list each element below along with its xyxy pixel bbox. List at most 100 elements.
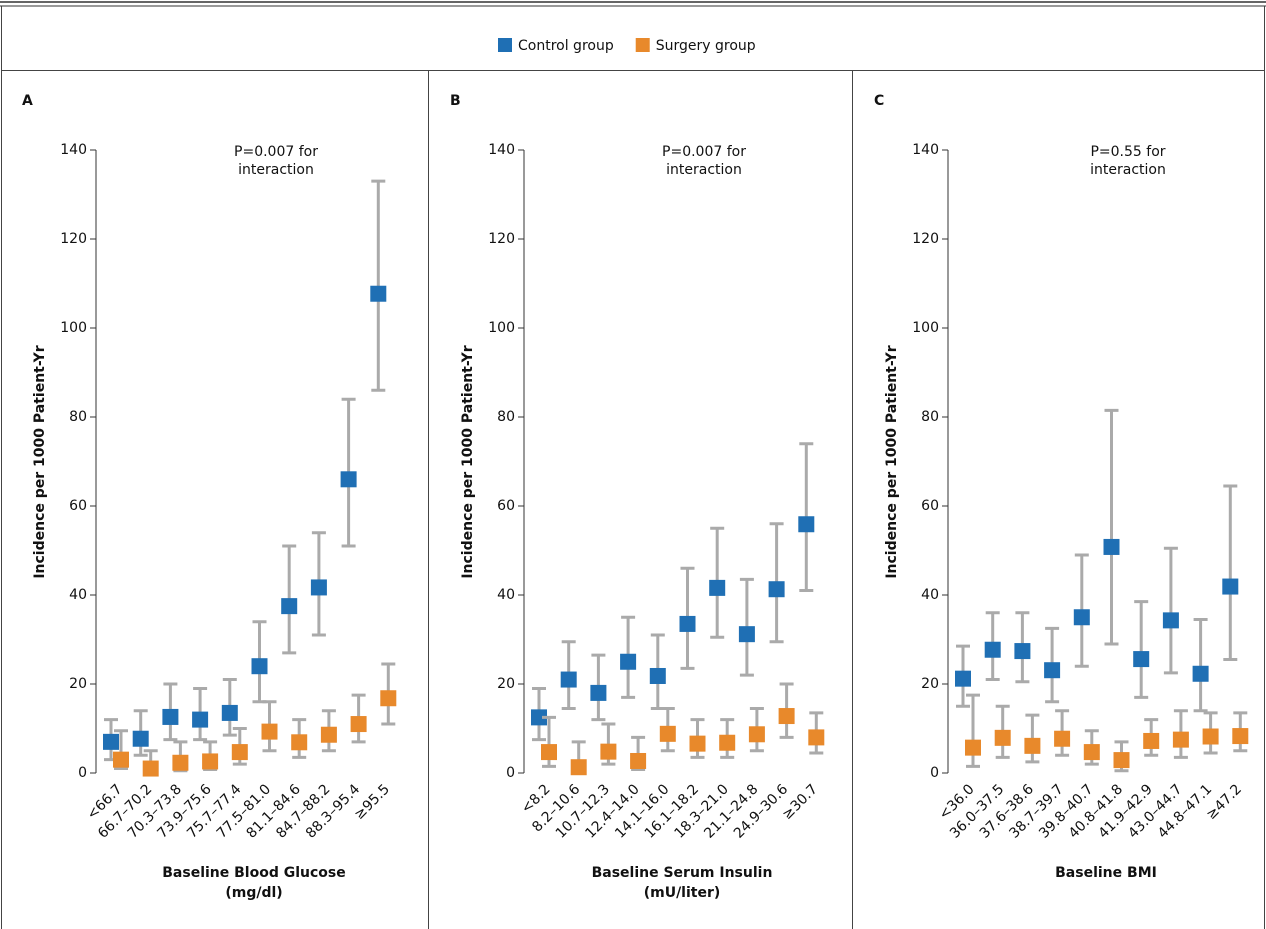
marker [142, 760, 159, 777]
annotation: P=0.55 for [1090, 144, 1165, 160]
marker [340, 471, 357, 488]
y-tick-label: 40 [497, 587, 515, 603]
error-bar [1223, 484, 1238, 662]
marker [380, 690, 397, 707]
legend-swatch [635, 38, 650, 52]
y-tick-label: 0 [78, 765, 87, 781]
marker [719, 734, 736, 751]
marker [320, 726, 337, 743]
legend-swatch [498, 38, 512, 52]
y-tick-label: 20 [921, 676, 939, 692]
marker [531, 709, 547, 726]
marker [955, 670, 971, 687]
marker [1054, 730, 1071, 747]
marker [1113, 752, 1130, 769]
legend-label: Control group [518, 38, 614, 54]
marker [1073, 609, 1090, 626]
y-tick-label: 0 [506, 765, 515, 781]
y-tick-label: 140 [488, 142, 515, 158]
marker [132, 730, 149, 747]
marker [590, 684, 607, 701]
marker [261, 723, 278, 740]
marker [1103, 538, 1120, 555]
marker [192, 711, 209, 728]
legend: Control group Surgery group [498, 38, 756, 54]
error-bar [1104, 408, 1119, 646]
marker [738, 626, 755, 643]
annotation: interaction [238, 162, 314, 178]
marker [798, 516, 815, 533]
y-tick-label: 100 [60, 320, 87, 336]
y-tick-label: 80 [69, 409, 87, 425]
marker [709, 579, 726, 596]
marker [541, 744, 557, 761]
marker [1014, 643, 1031, 660]
marker [281, 598, 298, 615]
panel-label: A [22, 93, 33, 109]
error-bar [1163, 546, 1178, 675]
annotation: P=0.007 for [234, 144, 318, 160]
y-tick-label: 120 [912, 231, 939, 247]
annotation: interaction [1090, 162, 1166, 178]
y-axis-title: Incidence per 1000 Patient-Yr [884, 345, 900, 578]
y-tick-label: 80 [921, 409, 939, 425]
marker [778, 708, 795, 725]
y-tick-label: 40 [69, 587, 87, 603]
y-tick-label: 140 [912, 142, 939, 158]
x-axis-title: Baseline Blood Glucose [162, 865, 345, 881]
marker [659, 725, 676, 742]
marker [570, 759, 587, 776]
marker [113, 751, 129, 768]
annotation: P=0.007 for [662, 144, 746, 160]
marker [1083, 744, 1100, 761]
marker [103, 733, 119, 750]
x-axis-title: Baseline Serum Insulin [592, 865, 773, 881]
y-tick-label: 40 [921, 587, 939, 603]
marker [1192, 665, 1209, 682]
marker [1133, 651, 1150, 668]
marker [994, 729, 1011, 746]
error-bar [1134, 600, 1149, 699]
marker [202, 753, 219, 770]
y-tick-label: 100 [488, 320, 515, 336]
y-tick-label: 120 [488, 231, 515, 247]
marker [1143, 732, 1160, 749]
marker [560, 671, 577, 688]
marker [808, 729, 825, 746]
marker [600, 743, 617, 760]
error-bar [1193, 617, 1208, 713]
error-bar [371, 179, 386, 392]
y-tick-label: 60 [921, 498, 939, 514]
marker [965, 739, 981, 756]
annotation: interaction [666, 162, 742, 178]
marker [231, 744, 248, 761]
marker [1044, 662, 1061, 679]
marker [620, 653, 637, 670]
y-tick-label: 60 [69, 498, 87, 514]
marker [221, 704, 238, 721]
panel-label: B [450, 93, 461, 109]
marker [310, 579, 327, 596]
marker [172, 754, 189, 771]
marker [370, 285, 387, 302]
marker [768, 581, 785, 598]
marker [748, 726, 765, 743]
marker [1232, 728, 1249, 745]
marker [251, 658, 268, 675]
x-axis-title: Baseline BMI [1055, 865, 1157, 881]
marker [162, 708, 179, 725]
marker [630, 752, 647, 769]
y-axis-title: Incidence per 1000 Patient-Yr [460, 345, 476, 578]
y-tick-label: 60 [497, 498, 515, 514]
marker [350, 716, 367, 733]
marker [1024, 737, 1041, 754]
y-tick-label: 20 [497, 676, 515, 692]
y-tick-label: 80 [497, 409, 515, 425]
y-tick-label: 140 [60, 142, 87, 158]
panel-label: C [874, 93, 884, 109]
legend-label: Surgery group [656, 38, 756, 54]
y-axis-title: Incidence per 1000 Patient-Yr [32, 345, 48, 578]
marker [1222, 578, 1239, 595]
marker [1162, 612, 1179, 629]
